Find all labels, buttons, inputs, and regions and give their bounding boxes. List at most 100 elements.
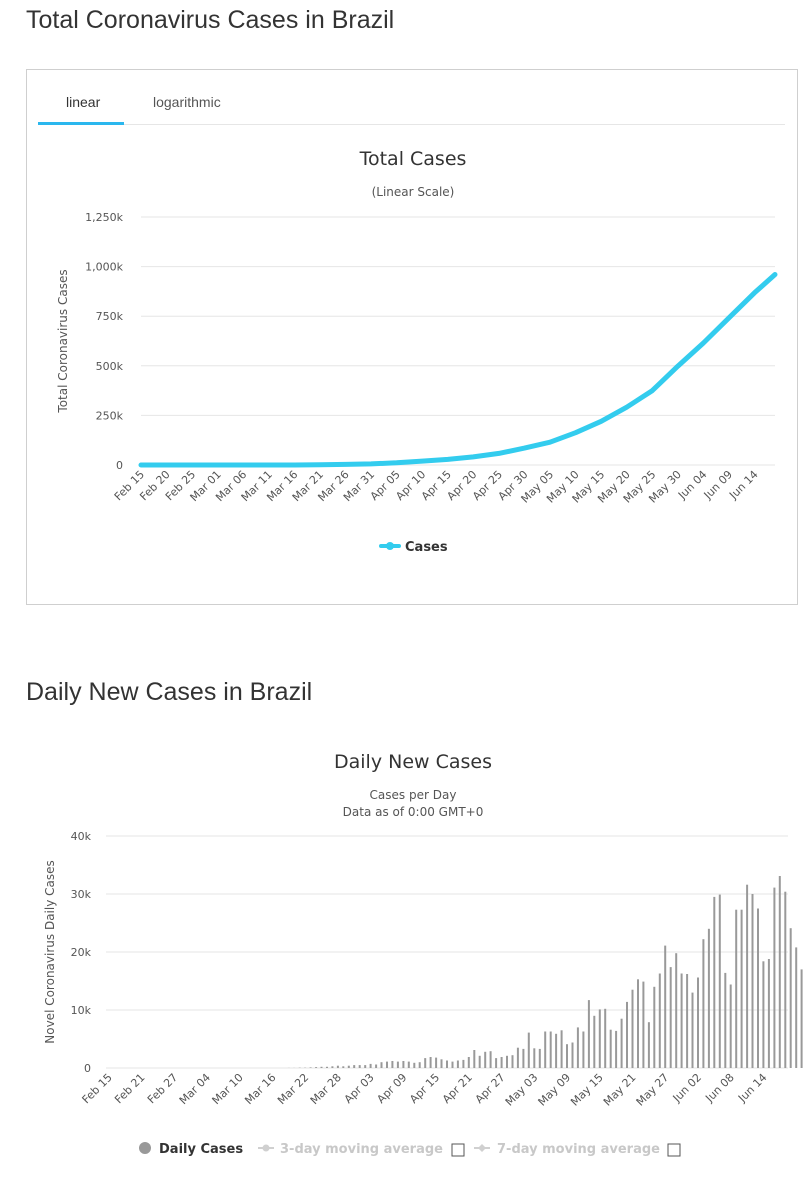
- bar-daily-cases[interactable]: [609, 1029, 612, 1068]
- bar-daily-cases[interactable]: [647, 1022, 650, 1068]
- legend-item-daily-cases[interactable]: Daily Cases: [139, 1142, 243, 1157]
- bar-daily-cases[interactable]: [691, 992, 694, 1068]
- legend-item-3-day-average[interactable]: 3-day moving average: [258, 1142, 443, 1157]
- bar-daily-cases[interactable]: [484, 1051, 487, 1068]
- bar-daily-cases[interactable]: [326, 1066, 328, 1068]
- bar-daily-cases[interactable]: [347, 1065, 350, 1068]
- bar-daily-cases[interactable]: [446, 1060, 448, 1069]
- toggle-7-day-average-checkbox[interactable]: [667, 1143, 681, 1157]
- bar-daily-cases[interactable]: [566, 1044, 568, 1068]
- bar-daily-cases[interactable]: [386, 1061, 388, 1068]
- bar-daily-cases[interactable]: [320, 1066, 323, 1068]
- bar-daily-cases[interactable]: [593, 1015, 596, 1068]
- bar-daily-cases[interactable]: [669, 967, 672, 1068]
- bar-daily-cases[interactable]: [418, 1062, 421, 1068]
- bar-daily-cases[interactable]: [762, 961, 765, 1068]
- bar-daily-cases[interactable]: [467, 1057, 470, 1068]
- bar-daily-cases[interactable]: [757, 908, 759, 1069]
- bar-daily-cases[interactable]: [456, 1060, 459, 1069]
- bar-daily-cases[interactable]: [527, 1032, 530, 1068]
- bar-daily-cases[interactable]: [789, 928, 792, 1068]
- bar-daily-cases[interactable]: [440, 1059, 443, 1068]
- bar-daily-cases[interactable]: [544, 1031, 547, 1069]
- bar-daily-cases[interactable]: [686, 974, 689, 1068]
- bar-daily-cases[interactable]: [598, 1009, 601, 1068]
- bar-daily-cases[interactable]: [516, 1047, 519, 1068]
- bar-daily-cases[interactable]: [555, 1033, 558, 1068]
- bar-daily-cases[interactable]: [435, 1057, 438, 1068]
- bar-daily-cases[interactable]: [718, 894, 721, 1068]
- bar-daily-cases[interactable]: [424, 1058, 427, 1068]
- bar-daily-cases[interactable]: [767, 959, 770, 1068]
- legend-item-cases[interactable]: Cases: [405, 540, 448, 555]
- bar-daily-cases[interactable]: [658, 973, 661, 1069]
- bar-daily-cases[interactable]: [375, 1064, 378, 1069]
- bar-daily-cases[interactable]: [331, 1066, 334, 1068]
- bar-daily-cases[interactable]: [369, 1063, 372, 1068]
- bar-daily-cases[interactable]: [489, 1051, 492, 1068]
- bar-daily-cases[interactable]: [309, 1067, 312, 1068]
- bar-daily-cases[interactable]: [729, 984, 732, 1069]
- bar-daily-cases[interactable]: [364, 1065, 367, 1068]
- bar-daily-cases[interactable]: [637, 979, 639, 1068]
- bar-daily-cases[interactable]: [451, 1061, 454, 1068]
- tab-logarithmic[interactable]: logarithmic: [153, 94, 221, 110]
- bar-daily-cases[interactable]: [473, 1050, 476, 1068]
- bar-daily-cases[interactable]: [631, 989, 634, 1068]
- bar-daily-cases[interactable]: [664, 945, 667, 1068]
- bar-daily-cases[interactable]: [784, 891, 787, 1068]
- bar-daily-cases[interactable]: [582, 1031, 585, 1069]
- bar-daily-cases[interactable]: [740, 909, 743, 1068]
- bar-daily-cases[interactable]: [735, 909, 738, 1068]
- bar-daily-cases[interactable]: [522, 1048, 525, 1068]
- bar-daily-cases[interactable]: [615, 1030, 618, 1068]
- bar-daily-cases[interactable]: [778, 876, 781, 1068]
- legend-item-7-day-average[interactable]: 7-day moving average: [474, 1142, 660, 1157]
- bar-daily-cases[interactable]: [680, 973, 683, 1069]
- bar-daily-cases[interactable]: [495, 1058, 498, 1068]
- bar-daily-cases[interactable]: [800, 969, 803, 1068]
- bar-daily-cases[interactable]: [407, 1061, 410, 1068]
- bar-daily-cases[interactable]: [391, 1061, 394, 1068]
- bar-daily-cases[interactable]: [538, 1048, 541, 1068]
- bar-daily-cases[interactable]: [353, 1065, 356, 1068]
- bar-daily-cases[interactable]: [746, 884, 749, 1068]
- bar-daily-cases[interactable]: [336, 1065, 339, 1068]
- bar-daily-cases[interactable]: [358, 1065, 361, 1068]
- bar-daily-cases[interactable]: [478, 1055, 481, 1068]
- toggle-3-day-average-checkbox[interactable]: [451, 1143, 465, 1157]
- bar-daily-cases[interactable]: [500, 1057, 503, 1068]
- bar-daily-cases[interactable]: [587, 1000, 590, 1068]
- bar-daily-cases[interactable]: [702, 939, 705, 1068]
- bar-daily-cases[interactable]: [626, 1001, 628, 1068]
- bar-daily-cases[interactable]: [571, 1042, 574, 1069]
- bar-daily-cases[interactable]: [533, 1048, 536, 1068]
- bar-daily-cases[interactable]: [795, 947, 798, 1068]
- tab-linear[interactable]: linear: [66, 94, 101, 110]
- bar-daily-cases[interactable]: [396, 1061, 399, 1068]
- bar-daily-cases[interactable]: [380, 1062, 383, 1068]
- bar-daily-cases[interactable]: [707, 928, 710, 1068]
- bar-daily-cases[interactable]: [642, 981, 645, 1068]
- bar-daily-cases[interactable]: [342, 1066, 345, 1068]
- bar-daily-cases[interactable]: [413, 1062, 416, 1068]
- bar-daily-cases[interactable]: [653, 986, 656, 1068]
- bar-daily-cases[interactable]: [604, 1008, 607, 1068]
- bar-daily-cases[interactable]: [724, 972, 727, 1068]
- bar-daily-cases[interactable]: [511, 1055, 514, 1068]
- bar-daily-cases[interactable]: [576, 1027, 579, 1068]
- bar-daily-cases[interactable]: [402, 1061, 405, 1068]
- bar-daily-cases[interactable]: [560, 1030, 563, 1068]
- bar-daily-cases[interactable]: [549, 1031, 552, 1069]
- bar-daily-cases[interactable]: [506, 1055, 508, 1068]
- bar-daily-cases[interactable]: [697, 977, 699, 1069]
- bar-daily-cases[interactable]: [315, 1067, 318, 1068]
- legend[interactable]: Cases: [379, 540, 448, 555]
- series-line-cases[interactable]: [138, 272, 778, 468]
- bar-daily-cases[interactable]: [675, 953, 678, 1068]
- bar-daily-cases[interactable]: [429, 1057, 432, 1068]
- bar-daily-cases[interactable]: [773, 887, 776, 1068]
- bar-daily-cases[interactable]: [462, 1059, 465, 1068]
- bar-daily-cases[interactable]: [713, 896, 716, 1068]
- bar-daily-cases[interactable]: [751, 894, 754, 1068]
